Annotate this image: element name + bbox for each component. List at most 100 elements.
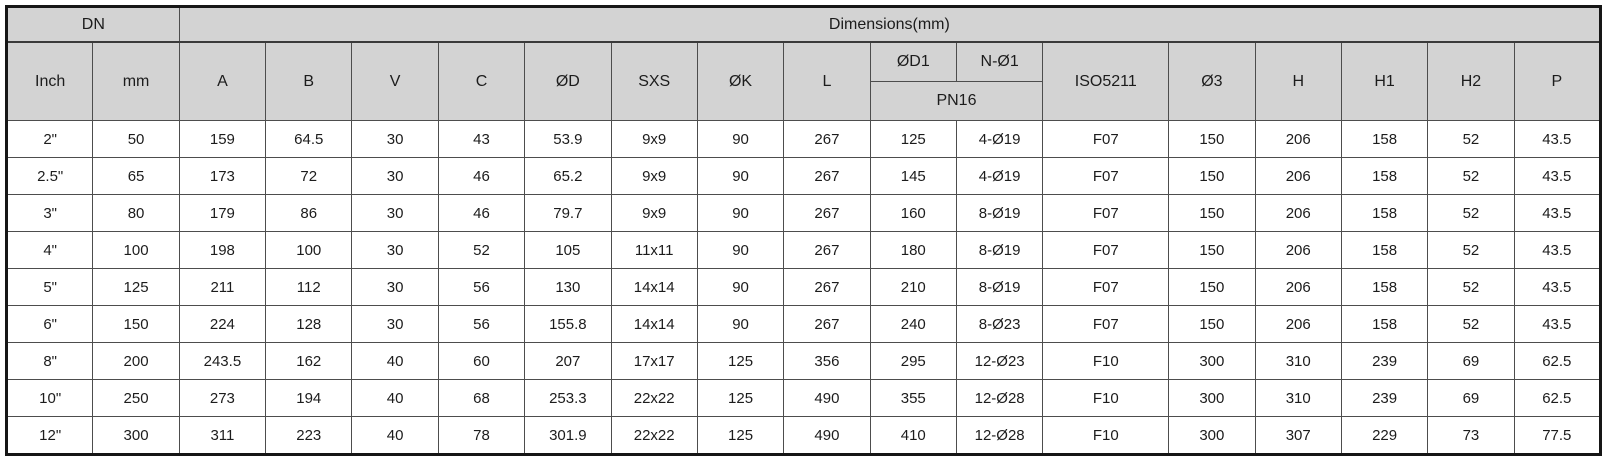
header-pn16: PN16	[869, 81, 1044, 121]
table-cell: 64.5	[265, 120, 353, 158]
table-cell: 300	[1168, 379, 1256, 417]
table-cell: 8"	[5, 342, 94, 380]
table-cell: 12"	[5, 416, 94, 455]
table-cell: 69	[1427, 342, 1515, 380]
table-cell: 90	[696, 305, 785, 343]
table-cell: 158	[1340, 120, 1429, 158]
header-col-c: C	[437, 41, 526, 121]
header-col-p: P	[1513, 41, 1602, 121]
table-cell: 150	[92, 305, 180, 343]
table-cell: 43.5	[1513, 194, 1602, 232]
table-cell: 356	[783, 342, 871, 380]
table-cell: 77.5	[1513, 416, 1602, 455]
table-cell: 43.5	[1513, 157, 1602, 195]
table-cell: 150	[1168, 194, 1256, 232]
table-row: 10" 250 273 194 40 68 253.3 22x22 125 490 355 12-Ø2…	[5, 379, 1602, 417]
header-col-b: B	[265, 41, 353, 121]
table-cell: 158	[1340, 231, 1429, 269]
table-cell: 43.5	[1513, 305, 1602, 343]
table-cell: 310	[1254, 342, 1342, 380]
table-cell: 211	[178, 268, 267, 306]
table-cell: 22x22	[610, 416, 698, 455]
table-cell: 300	[1168, 416, 1256, 455]
table-cell: 90	[696, 157, 785, 195]
table-cell: 180	[869, 231, 957, 269]
table-cell: 311	[178, 416, 267, 455]
table-cell: 30	[351, 268, 439, 306]
table-cell: 200	[92, 342, 180, 380]
table-cell: 52	[1427, 157, 1515, 195]
header-col-od: ØD	[524, 41, 612, 121]
table-cell: 160	[869, 194, 957, 232]
table-cell: 56	[437, 305, 526, 343]
header-group-row: DN Dimensions(mm)	[6, 6, 1602, 43]
table-row: 2" 50 159 64.5 30 43 53.9 9x9 90 267 125 4-Ø19 F07 15…	[5, 120, 1602, 158]
table-cell: 295	[869, 342, 957, 380]
table-cell: F07	[1042, 194, 1170, 232]
table-cell: 52	[1427, 305, 1515, 343]
table-cell: 30	[351, 231, 439, 269]
table-cell: 30	[351, 194, 439, 232]
table-cell: 267	[783, 231, 871, 269]
table-body: 2" 50 159 64.5 30 43 53.9 9x9 90 267 125 4-Ø19 F07 15…	[5, 120, 1602, 455]
table-cell: F07	[1042, 268, 1170, 306]
table-cell: 100	[92, 231, 180, 269]
table-cell: 155.8	[524, 305, 612, 343]
table-row: 5" 125 211 112 30 56 130 14x14 90 267 210 8-Ø19 F07 1…	[5, 268, 1602, 306]
table-cell: 8-Ø19	[955, 268, 1044, 306]
table-cell: 179	[178, 194, 267, 232]
table-cell: F07	[1042, 120, 1170, 158]
table-cell: 130	[524, 268, 612, 306]
header-col-l: L	[783, 41, 871, 121]
table-cell: 300	[1168, 342, 1256, 380]
table-cell: 150	[1168, 305, 1256, 343]
table-cell: 239	[1340, 379, 1429, 417]
header-col-h2: H2	[1427, 41, 1515, 121]
table-cell: 43.5	[1513, 120, 1602, 158]
table-cell: 30	[351, 157, 439, 195]
table-row: 2.5" 65 173 72 30 46 65.2 9x9 90 267 145 4-Ø19 F07 15…	[5, 157, 1602, 195]
table-cell: 224	[178, 305, 267, 343]
table-cell: 490	[783, 416, 871, 455]
table-cell: 52	[1427, 268, 1515, 306]
table-cell: 267	[783, 305, 871, 343]
table-cell: 150	[1168, 231, 1256, 269]
header-col-a: A	[178, 41, 267, 121]
table-cell: 40	[351, 379, 439, 417]
table-cell: 100	[265, 231, 353, 269]
table-cell: 206	[1254, 231, 1342, 269]
table-cell: 206	[1254, 194, 1342, 232]
table-cell: 12-Ø23	[955, 342, 1044, 380]
table-row: 4" 100 198 100 30 52 105 11x11 90 267 180 8-Ø19 F07 1…	[5, 231, 1602, 269]
table-cell: 72	[265, 157, 353, 195]
table-cell: 5"	[5, 268, 94, 306]
header-col-mm: mm	[92, 41, 180, 121]
table-cell: 22x22	[610, 379, 698, 417]
table-cell: 52	[437, 231, 526, 269]
table-cell: 65	[92, 157, 180, 195]
table-cell: 410	[869, 416, 957, 455]
table-cell: 46	[437, 157, 526, 195]
table-cell: 4-Ø19	[955, 157, 1044, 195]
table-cell: 273	[178, 379, 267, 417]
table-row: 12" 300 311 223 40 78 301.9 22x22 125 490 410 12-Ø2…	[5, 416, 1602, 455]
table-cell: 52	[1427, 231, 1515, 269]
table-cell: 158	[1340, 157, 1429, 195]
table-cell: 4"	[5, 231, 94, 269]
table-cell: F07	[1042, 305, 1170, 343]
table-row: 6" 150 224 128 30 56 155.8 14x14 90 267 240 8-Ø23 F0…	[5, 305, 1602, 343]
table-cell: 40	[351, 342, 439, 380]
header-col-n-o1: N-Ø1	[955, 41, 1044, 82]
header-col-sxs: SXS	[610, 41, 698, 121]
header-col-inch: Inch	[5, 41, 94, 121]
header-col-o3: Ø3	[1168, 41, 1256, 121]
table-cell: 62.5	[1513, 379, 1602, 417]
table-cell: 125	[869, 120, 957, 158]
table-cell: 6"	[5, 305, 94, 343]
table-cell: 210	[869, 268, 957, 306]
table-cell: 173	[178, 157, 267, 195]
table-cell: F10	[1042, 342, 1170, 380]
table-cell: 162	[265, 342, 353, 380]
header-col-ok: ØK	[696, 41, 785, 121]
